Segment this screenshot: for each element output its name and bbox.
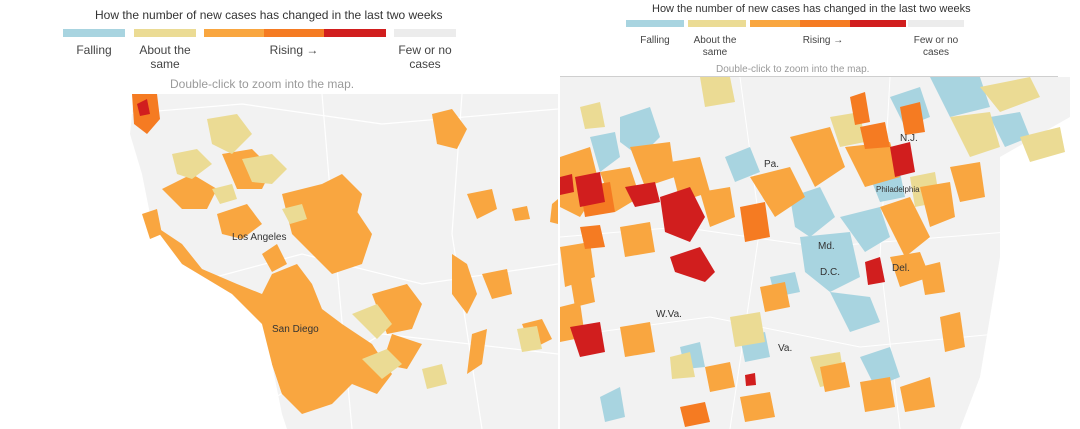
hint-rule xyxy=(560,76,1058,77)
legend-title: How the number of new cases has changed … xyxy=(95,8,443,22)
map-hint: Double-click to zoom into the map. xyxy=(716,64,870,75)
panel-divider xyxy=(558,0,560,429)
legend-label-rising: Rising → xyxy=(802,35,844,46)
legend-swatch-rising-3 xyxy=(850,20,906,27)
ocean xyxy=(960,117,1070,429)
map-label-md: Md. xyxy=(818,241,835,252)
map-label-los-angeles: Los Angeles xyxy=(232,232,287,243)
mid-atlantic-county-map[interactable]: Pa. N.J. Philadelphia Md. D.C. Del. W.Va… xyxy=(560,77,1070,429)
legend-swatch-falling xyxy=(626,20,684,27)
map-label-dc: D.C. xyxy=(820,267,840,278)
map-canvas xyxy=(122,94,558,429)
map-label-nj: N.J. xyxy=(900,133,918,144)
legend-swatch-rising-3 xyxy=(324,29,386,37)
legend-label-falling: Falling xyxy=(76,43,112,57)
legend-swatch-few-cases xyxy=(908,20,964,27)
map-label-del: Del. xyxy=(892,263,910,274)
legend-label-about-same: About the same xyxy=(693,35,737,58)
map-label-philadelphia: Philadelphia xyxy=(876,185,920,194)
legend-swatch-rising-2 xyxy=(264,29,324,37)
legend-label-about-same: About the same xyxy=(139,43,191,71)
legend-label-rising: Rising → xyxy=(269,43,319,57)
legend-swatch-about-same xyxy=(688,20,746,27)
county-shapes xyxy=(560,77,1065,427)
legend-title: How the number of new cases has changed … xyxy=(652,3,971,15)
legend-swatch-about-same xyxy=(134,29,196,37)
legend-swatch-rising-1 xyxy=(204,29,264,37)
california-county-map[interactable]: Los Angeles San Diego xyxy=(122,94,558,429)
map-hint: Double-click to zoom into the map. xyxy=(170,77,355,91)
legend-label-few-cases: Few or no cases xyxy=(398,43,452,71)
map-label-san-diego: San Diego xyxy=(272,324,319,335)
legend-swatch-falling xyxy=(63,29,125,37)
map-canvas xyxy=(560,77,1070,429)
map-label-wva: W.Va. xyxy=(656,309,682,320)
county-shapes xyxy=(132,94,558,414)
map-label-va: Va. xyxy=(778,343,793,354)
map-label-pa: Pa. xyxy=(764,159,780,170)
legend-swatch-few-cases xyxy=(394,29,456,37)
legend-label-few-cases: Few or no cases xyxy=(913,35,959,58)
legend-swatch-rising-2 xyxy=(800,20,850,27)
legend-swatch-rising-1 xyxy=(750,20,800,27)
right-map-panel: How the number of new cases has changed … xyxy=(560,0,1080,429)
left-map-panel: How the number of new cases has changed … xyxy=(63,8,558,429)
legend-label-falling: Falling xyxy=(640,35,670,46)
ocean xyxy=(122,94,287,429)
